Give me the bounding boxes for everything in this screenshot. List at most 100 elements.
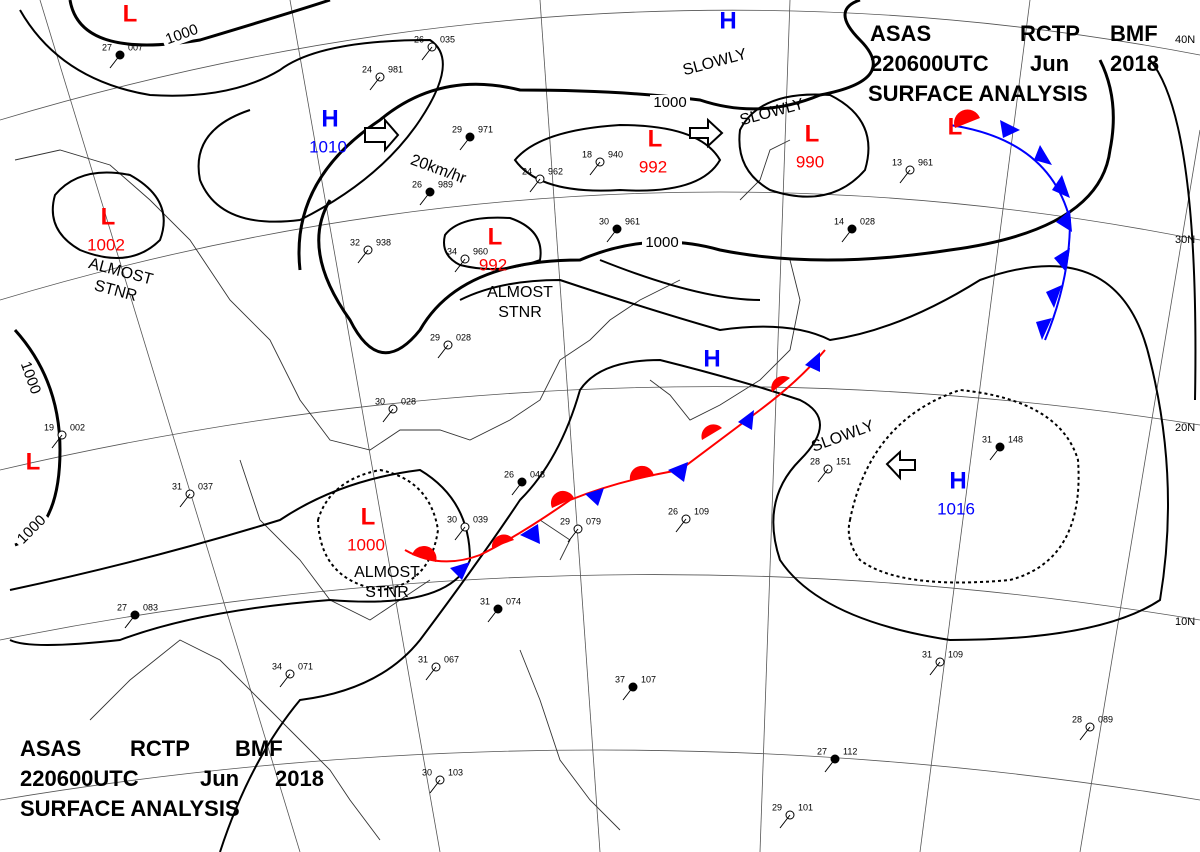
station-temp: 29 [772, 802, 782, 812]
station-temp: 19 [44, 422, 54, 432]
station-temp: 31 [172, 481, 182, 491]
station-temp: 34 [272, 661, 282, 671]
station-temp: 30 [599, 216, 609, 226]
isobar-label: 1000 [645, 234, 678, 251]
station-temp: 26 [668, 506, 678, 516]
system-pressure: 1016 [937, 499, 975, 518]
station-wind [529, 178, 541, 193]
latitude-label: 20N [1175, 422, 1195, 434]
station-pressure: 103 [448, 767, 463, 777]
station-pressure: 112 [843, 746, 857, 756]
system-symbol: L [805, 120, 820, 147]
station-pressure: 079 [586, 516, 601, 526]
station-wind [817, 468, 829, 483]
header-text: BMF [235, 736, 283, 761]
station-pressure: 028 [456, 332, 471, 342]
station-wind [989, 446, 1001, 461]
isobar-label: 1000 [653, 94, 686, 111]
system-symbol: H [719, 7, 736, 34]
station-pressure: 028 [860, 216, 875, 226]
station-pressure: 101 [798, 802, 813, 812]
station-pressure: 938 [376, 237, 391, 247]
station-pressure: 961 [625, 216, 640, 226]
station-pressure: 981 [388, 64, 403, 74]
station-wind [567, 528, 579, 543]
header-text: ASAS [870, 21, 931, 46]
station-pressure: 083 [143, 602, 158, 612]
station-wind [357, 249, 369, 264]
header-text: Jun [1030, 51, 1069, 76]
station-wind [606, 228, 618, 243]
station-temp: 26 [504, 469, 514, 479]
station-wind [179, 493, 191, 508]
system-pressure: 992 [639, 157, 667, 176]
system-symbol: L [648, 125, 663, 152]
station-pressure: 109 [948, 649, 963, 659]
station-wind [382, 408, 394, 423]
header-text: 2018 [1110, 51, 1159, 76]
system-symbol: L [101, 203, 116, 230]
station-pressure: 035 [440, 34, 455, 44]
system-symbol: H [949, 467, 966, 494]
station-wind [429, 779, 441, 794]
station-temp: 31 [922, 649, 932, 659]
header-text: ASAS [20, 736, 81, 761]
station-temp: 32 [350, 237, 360, 247]
station-temp: 24 [362, 64, 372, 74]
header-text: Jun [200, 766, 239, 791]
station-temp: 31 [480, 596, 490, 606]
station-pressure: 074 [506, 596, 521, 606]
station-pressure: 037 [198, 481, 213, 491]
station-pressure: 971 [478, 124, 493, 134]
station-pressure: 039 [473, 514, 488, 524]
station-wind [279, 673, 291, 688]
station-wind [124, 614, 136, 629]
station-wind [899, 169, 911, 184]
station-temp: 27 [817, 746, 827, 756]
isobar-label-bg [642, 235, 682, 251]
station-temp: 26 [414, 34, 424, 44]
station-wind [437, 344, 449, 359]
fronts [404, 109, 1072, 580]
station-temp: 30 [422, 767, 432, 777]
station-pressure: 071 [298, 661, 313, 671]
station-wind [1079, 726, 1091, 741]
isobar-label-bg [160, 20, 204, 50]
system-symbol: L [361, 503, 376, 530]
latitude-label: 10N [1175, 616, 1195, 628]
station-temp: 30 [447, 514, 457, 524]
station-wind [824, 758, 836, 773]
station-temp: 31 [418, 654, 428, 664]
station-pressure: 007 [128, 42, 143, 52]
station-wind [459, 136, 471, 151]
header-text: 220600UTC [20, 766, 139, 791]
system-symbol: H [703, 345, 720, 372]
station-wind [369, 76, 381, 91]
station-pressure: 107 [641, 674, 656, 684]
station-temp: 13 [892, 157, 902, 167]
station-pressure: 067 [444, 654, 459, 664]
station-pressure: 109 [694, 506, 709, 516]
station-wind [487, 608, 499, 623]
system-pressure: 990 [796, 152, 824, 171]
station-pressure: 989 [438, 179, 453, 189]
station-temp: 29 [430, 332, 440, 342]
station-temp: 27 [117, 602, 127, 612]
station-temp: 30 [375, 396, 385, 406]
system-symbol: L [123, 0, 138, 27]
station-wind [589, 161, 601, 176]
system-symbol: L [488, 223, 503, 250]
station-wind [454, 258, 466, 273]
motion-arrows [364, 117, 916, 481]
station-temp: 24 [522, 166, 532, 176]
system-pressure: 992 [479, 255, 507, 274]
station-pressure: 148 [1008, 434, 1023, 444]
station-temp: 29 [452, 124, 462, 134]
station-wind [622, 686, 634, 701]
station-pressure: 002 [70, 422, 85, 432]
